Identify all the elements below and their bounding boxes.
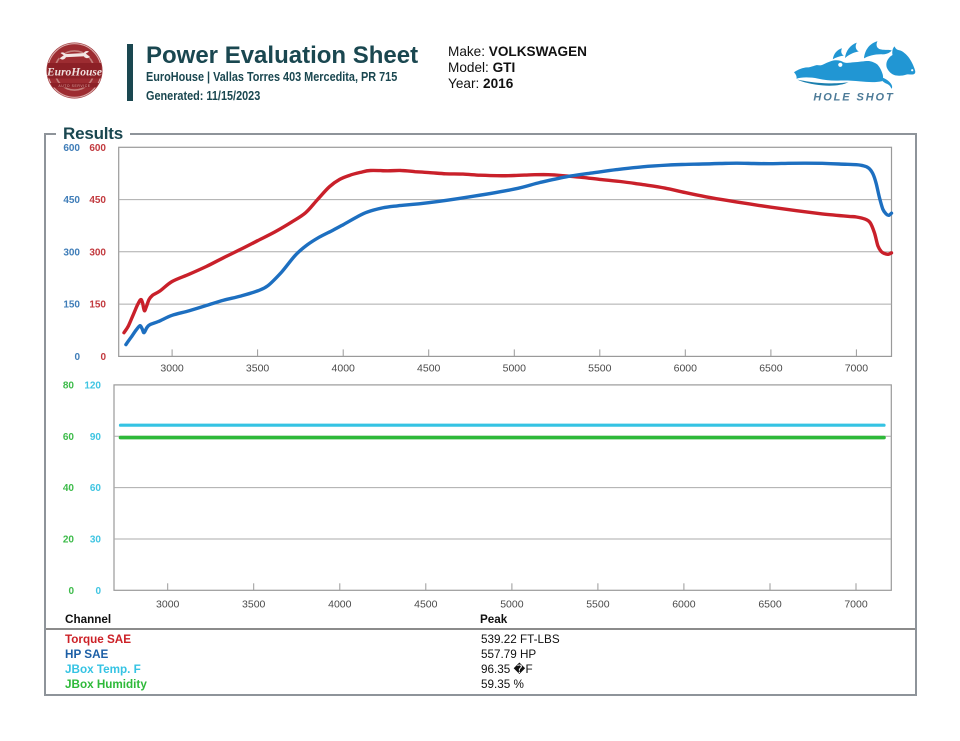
svg-text:6000: 6000 (672, 599, 696, 611)
svg-text:150: 150 (63, 300, 80, 311)
svg-text:60: 60 (90, 483, 102, 494)
svg-text:450: 450 (63, 195, 80, 206)
svg-text:7000: 7000 (845, 363, 869, 375)
svg-text:4500: 4500 (414, 599, 438, 611)
svg-text:6500: 6500 (759, 363, 783, 375)
svg-text:5500: 5500 (586, 599, 610, 611)
svg-text:40: 40 (63, 483, 75, 494)
svg-text:3500: 3500 (246, 363, 270, 375)
svg-text:0: 0 (68, 586, 74, 597)
svg-text:3500: 3500 (242, 599, 266, 611)
svg-text:120: 120 (84, 380, 101, 391)
svg-text:5500: 5500 (588, 363, 612, 375)
svg-text:3000: 3000 (156, 599, 180, 611)
svg-text:600: 600 (63, 143, 80, 154)
svg-text:300: 300 (63, 247, 80, 258)
svg-text:AUTO SERVICE: AUTO SERVICE (58, 84, 90, 88)
svg-text:20: 20 (63, 535, 75, 546)
svg-text:0: 0 (100, 352, 106, 363)
svg-text:300: 300 (89, 247, 106, 258)
svg-text:150: 150 (89, 300, 106, 311)
svg-text:30: 30 (90, 535, 102, 546)
svg-text:4500: 4500 (417, 363, 441, 375)
svg-text:5000: 5000 (503, 363, 527, 375)
svg-text:60: 60 (63, 432, 75, 443)
svg-text:3000: 3000 (160, 363, 184, 375)
svg-text:HOLE SHOT: HOLE SHOT (813, 92, 894, 104)
svg-text:90: 90 (90, 432, 102, 443)
svg-text:450: 450 (89, 195, 106, 206)
svg-text:6500: 6500 (758, 599, 782, 611)
svg-text:4000: 4000 (332, 363, 356, 375)
svg-text:7000: 7000 (844, 599, 868, 611)
svg-text:5000: 5000 (500, 599, 524, 611)
svg-text:0: 0 (74, 352, 80, 363)
svg-text:EuroHouse: EuroHouse (46, 67, 102, 79)
svg-text:4000: 4000 (328, 599, 352, 611)
svg-text:0: 0 (95, 586, 101, 597)
svg-text:80: 80 (63, 380, 75, 391)
svg-text:600: 600 (89, 143, 106, 154)
svg-text:6000: 6000 (674, 363, 698, 375)
